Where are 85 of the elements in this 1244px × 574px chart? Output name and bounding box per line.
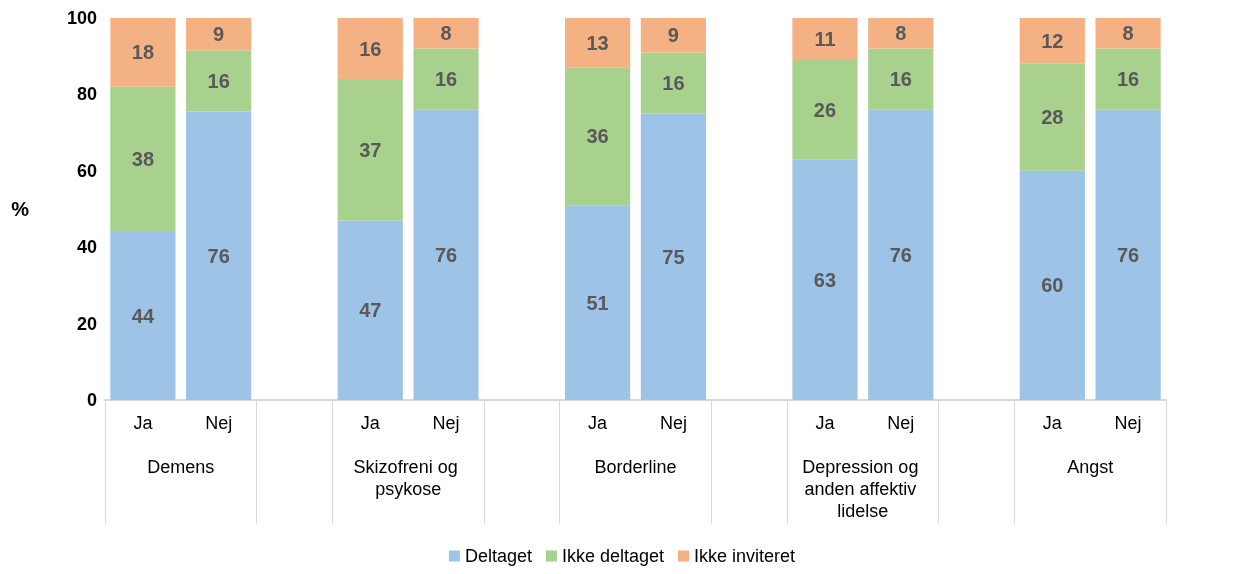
x-tick-label: Ja — [588, 413, 609, 433]
x-tick-label: Nej — [432, 413, 460, 433]
bar — [868, 48, 934, 110]
bar — [565, 18, 631, 68]
data-label: 36 — [586, 125, 609, 148]
data-label: 37 — [359, 138, 382, 161]
data-label: 76 — [1116, 243, 1140, 266]
x-tick-label: Nej — [205, 413, 233, 433]
data-label: 16 — [889, 68, 912, 91]
y-axis-title: % — [11, 198, 30, 220]
bar — [792, 18, 858, 61]
data-label: 16 — [207, 70, 230, 93]
bar — [868, 18, 934, 49]
x-tick-label: Nej — [887, 413, 915, 433]
x-tick-label: Nej — [1114, 413, 1142, 433]
bar — [868, 109, 934, 400]
bar — [565, 205, 631, 400]
data-label: 8 — [440, 22, 452, 45]
text: Angst — [1067, 457, 1114, 477]
data-label: 60 — [1041, 274, 1064, 297]
bar — [1095, 109, 1161, 400]
data-label: 63 — [813, 268, 837, 291]
y-tick-label: 60 — [76, 160, 97, 181]
y-tick-label: 40 — [76, 237, 97, 258]
bar — [792, 159, 858, 400]
data-label: 18 — [131, 41, 155, 64]
text: Skizofreni og psykose — [353, 457, 463, 499]
legend-label: Deltaget — [464, 546, 532, 566]
bar — [337, 79, 403, 221]
bar — [186, 18, 252, 51]
y-tick-label: 20 — [76, 313, 97, 334]
bar — [1095, 48, 1161, 110]
bar — [337, 220, 403, 400]
data-label: 51 — [586, 291, 609, 314]
y-tick-label: 80 — [76, 84, 97, 105]
data-label: 16 — [434, 68, 458, 91]
data-label: 8 — [895, 22, 907, 45]
data-label: 76 — [889, 243, 912, 266]
x-tick-label: Ja — [815, 413, 836, 433]
bar — [640, 113, 706, 400]
x-tick-label: Ja — [1042, 413, 1063, 433]
text: Demens — [147, 457, 215, 477]
data-label: 76 — [207, 244, 230, 267]
bar — [110, 86, 176, 232]
bar — [565, 67, 631, 206]
x-tick-label: Ja — [133, 413, 154, 433]
legend-label: Ikke deltaget — [561, 546, 665, 566]
data-label: 16 — [359, 37, 382, 60]
bar — [413, 18, 479, 49]
bar — [413, 109, 479, 400]
data-label: 28 — [1041, 106, 1064, 129]
data-label: 75 — [662, 245, 685, 268]
bar — [186, 111, 252, 400]
bar — [1019, 63, 1085, 171]
text: Depression og anden affektiv lidelse — [802, 457, 924, 521]
bar — [1095, 18, 1161, 49]
data-label: 26 — [813, 98, 837, 121]
data-label: 9 — [213, 23, 225, 46]
data-label: 16 — [1116, 68, 1140, 91]
data-label: 8 — [1122, 22, 1134, 45]
data-label: 38 — [131, 148, 155, 171]
data-label: 9 — [667, 24, 679, 47]
data-label: 47 — [359, 299, 382, 322]
bar — [186, 50, 252, 112]
bar — [413, 48, 479, 110]
x-tick-label: Nej — [659, 413, 687, 433]
y-tick-label: 100 — [66, 8, 97, 28]
x-tick-label: Ja — [360, 413, 381, 433]
data-label: 16 — [662, 71, 685, 94]
data-label: 13 — [586, 31, 609, 54]
data-label: 12 — [1041, 29, 1064, 52]
bar — [640, 52, 706, 114]
legend-label: Ikke inviteret — [694, 546, 796, 566]
bar — [110, 231, 176, 400]
data-label: 11 — [814, 28, 836, 51]
text: Borderline — [594, 457, 677, 477]
bar — [1019, 170, 1085, 400]
y-tick-label: 0 — [86, 390, 97, 410]
bar — [110, 18, 176, 87]
data-label: 76 — [434, 243, 458, 266]
bar — [640, 18, 706, 53]
bar — [792, 60, 858, 160]
bar — [1019, 18, 1085, 64]
bar — [337, 18, 403, 80]
data-label: 44 — [131, 304, 155, 327]
